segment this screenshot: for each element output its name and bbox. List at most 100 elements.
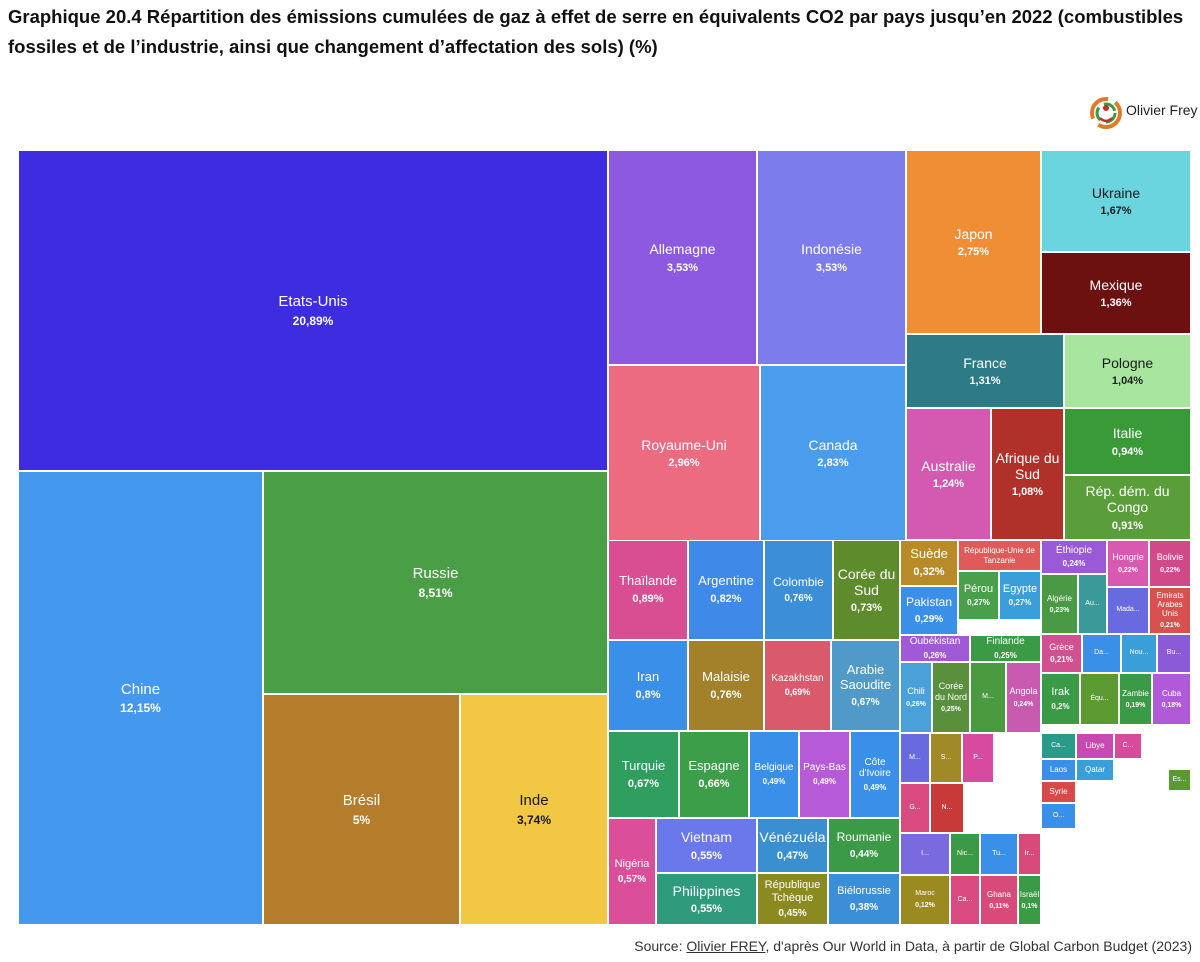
treemap-tile[interactable]: Allemagne 3,53% [608,150,757,365]
treemap-tile[interactable]: Pérou 0,27% [958,571,999,620]
treemap-tile[interactable]: Équ... [1080,673,1119,725]
treemap-tile[interactable]: Argentine 0,82% [688,540,764,640]
treemap-tile[interactable]: Turquie 0,67% [608,731,679,818]
tile-value: 0,22% [1118,566,1138,574]
treemap-tile[interactable]: Japon 2,75% [906,150,1041,334]
treemap-tile[interactable]: Hongrie 0,22% [1107,540,1149,587]
tile-value: 0,25% [994,650,1017,660]
treemap-tile[interactable]: Inde 3,74% [460,694,608,925]
treemap-tile[interactable]: Roumanie 0,44% [828,818,900,873]
treemap-tile[interactable]: I... [900,833,950,875]
treemap-tile[interactable]: Thaïlande 0,89% [608,540,688,640]
treemap-tile[interactable]: Suède 0,32% [900,540,958,586]
treemap-tile[interactable]: Mada... [1107,587,1149,634]
tile-value: 0,21% [1160,622,1180,630]
tile-name: Pakistan [905,595,953,610]
treemap-tile[interactable]: Es... [1168,769,1191,791]
treemap-tile[interactable]: Indonésie 3,53% [757,150,906,365]
treemap-tile[interactable]: M... [970,662,1006,733]
treemap-tile[interactable]: Éthiopie 0,24% [1041,540,1107,574]
treemap-tile[interactable]: Iran 0,8% [608,640,688,731]
treemap-tile[interactable]: Algérie 0,23% [1041,574,1078,634]
treemap-tile[interactable]: Angola 0,24% [1006,662,1041,733]
treemap-tile[interactable]: Afrique du Sud 1,08% [991,408,1064,540]
treemap-tile[interactable]: Côte d'Ivoire 0,49% [850,731,900,818]
treemap-tile[interactable]: Italie 0,94% [1064,408,1191,475]
treemap-tile[interactable]: Emirats Arabes Unis 0,21% [1149,587,1191,634]
treemap-tile[interactable]: Ca... [950,875,980,925]
treemap-tile[interactable]: N... [930,783,964,833]
treemap-tile[interactable]: Bolivie 0,22% [1149,540,1191,587]
treemap-tile[interactable]: Arabie Saoudite 0,67% [831,640,900,731]
treemap-tile[interactable]: Chili 0,26% [900,662,932,733]
treemap-tile[interactable]: Ir... [1018,833,1041,875]
treemap-tile[interactable]: Canada 2,83% [760,365,906,541]
treemap-tile[interactable]: Oubékistan 0,26% [900,635,970,662]
tile-name: Etats-Unis [278,293,348,311]
treemap-tile[interactable]: Malaisie 0,76% [688,640,764,731]
treemap-tile[interactable]: Pays-Bas 0,49% [799,731,850,818]
treemap-tile[interactable]: Vénézuéla 0,47% [757,818,828,873]
treemap-tile[interactable]: Corée du Sud 0,73% [833,540,900,640]
treemap-tile[interactable]: Vietnam 0,55% [656,818,757,873]
treemap-tile[interactable]: Zambie 0,19% [1119,673,1152,725]
treemap-tile[interactable]: République-Unie de Tanzanie [958,540,1041,571]
tile-name: Australie [921,457,976,474]
treemap-tile[interactable]: Etats-Unis 20,89% [18,150,608,471]
treemap-tile[interactable]: Da... [1082,634,1121,673]
source-author-link[interactable]: Olivier FREY [686,938,766,954]
treemap-tile[interactable]: Pakistan 0,29% [900,586,958,635]
treemap-tile[interactable]: Nigéria 0,57% [608,818,656,925]
treemap-tile[interactable]: Royaume-Uni 2,96% [608,365,760,541]
treemap-tile[interactable]: Nou... [1121,634,1157,673]
treemap-tile[interactable]: Ukraine 1,67% [1041,150,1191,252]
treemap-tile[interactable]: Grèce 0,21% [1041,634,1082,673]
treemap-tile[interactable]: Qatar [1076,759,1114,781]
treemap-tile[interactable]: Cuba 0,18% [1152,673,1191,725]
treemap-tile[interactable]: Tu... [980,833,1018,875]
treemap-tile[interactable]: Maroc 0,12% [900,875,950,925]
treemap-tile[interactable]: Kazakhstan 0,69% [764,640,831,731]
tile-value: 0,24% [1062,559,1086,569]
treemap-tile[interactable]: Nic... [950,833,980,875]
tile-name: Hongrie [1112,552,1144,563]
treemap-tile[interactable]: Ca... [1041,733,1076,759]
treemap-tile[interactable]: O... [1041,803,1076,829]
treemap-tile[interactable]: G... [900,783,930,833]
treemap-tile[interactable]: C... [1114,733,1142,759]
tile-name: République Tchèque [764,878,821,904]
treemap-tile[interactable]: Finlande 0,25% [970,635,1041,662]
tile-name: Nou... [1129,649,1149,657]
treemap-tile[interactable]: Belgique 0,49% [749,731,799,818]
treemap-tile[interactable]: Philippines 0,55% [656,873,757,925]
treemap-tile[interactable]: Corée du Nord 0,25% [932,662,970,733]
treemap-tile[interactable]: Mexique 1,36% [1041,252,1191,334]
treemap-tile[interactable]: Pologne 1,04% [1064,334,1191,408]
treemap-tile[interactable]: Chine 12,15% [18,471,263,925]
treemap-tile[interactable]: Israël 0,1% [1018,875,1041,925]
treemap-tile[interactable]: P... [962,733,994,783]
treemap-tile[interactable]: Egypte 0,27% [999,571,1041,620]
treemap-tile[interactable]: Rép. dém. du Congo 0,91% [1064,475,1191,540]
treemap-tile[interactable]: Australie 1,24% [906,408,991,540]
tile-value: 0,12% [915,902,935,910]
treemap-tile[interactable]: Libye [1076,733,1114,759]
treemap-tile[interactable]: Colombie 0,76% [764,540,833,640]
treemap-tile[interactable]: Russie 8,51% [263,471,608,694]
treemap-tile[interactable]: M... [900,733,930,783]
treemap-tile[interactable]: Espagne 0,66% [679,731,749,818]
tile-name: Iran [636,668,660,684]
treemap-tile[interactable]: S... [930,733,962,783]
tile-name: G... [909,803,921,811]
treemap-tile[interactable]: Bu... [1157,634,1191,673]
treemap-tile[interactable]: Au... [1078,574,1107,634]
treemap-tile[interactable]: France 1,31% [906,334,1064,408]
treemap-tile[interactable]: Irak 0,2% [1041,673,1080,725]
treemap-tile[interactable]: Brésil 5% [263,694,460,925]
treemap-tile[interactable]: République Tchèque 0,45% [757,873,828,925]
treemap-tile[interactable]: Ghana 0,11% [980,875,1018,925]
treemap-tile[interactable]: Biélorussie 0,38% [828,873,900,925]
treemap-tile[interactable]: Syrie [1041,781,1076,803]
treemap-tile[interactable]: Laos [1041,759,1076,781]
tile-name: Mada... [1116,606,1140,614]
